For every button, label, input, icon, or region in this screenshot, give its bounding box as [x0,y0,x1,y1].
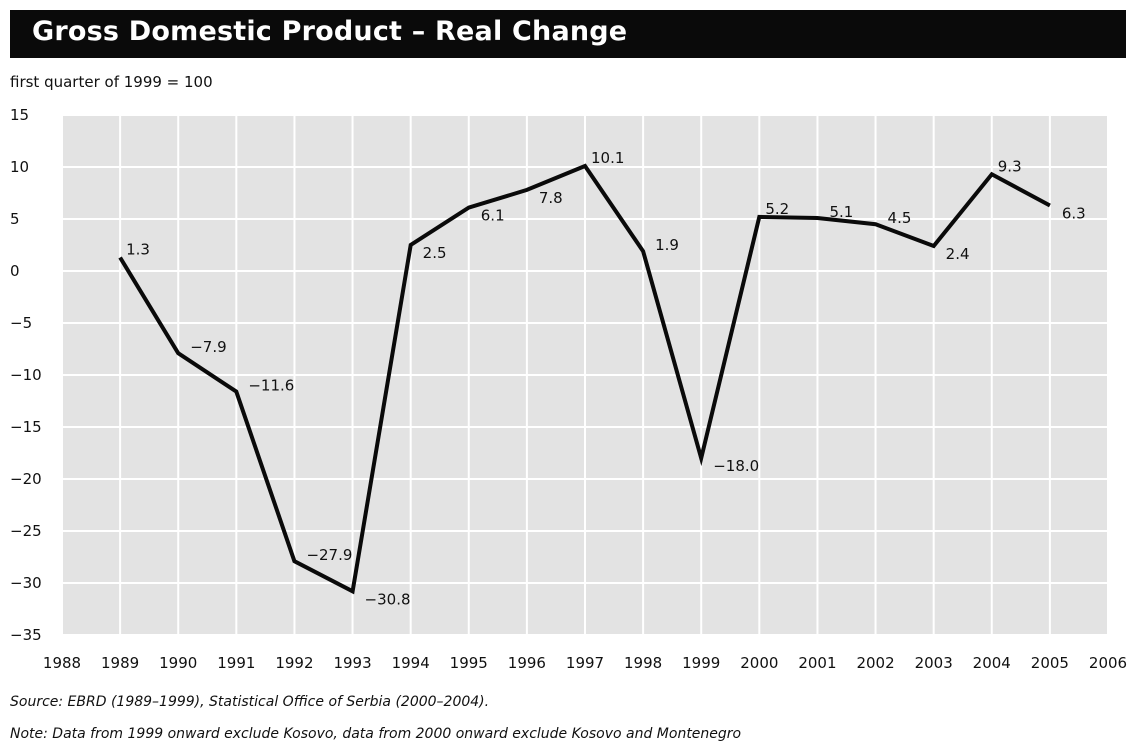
x-tick-label: 2006 [1089,654,1127,672]
data-label: 1.9 [655,236,679,254]
footnote: Note: Data from 1999 onward exclude Koso… [10,726,742,742]
data-label: 7.8 [539,189,563,207]
data-label: 5.1 [829,203,853,221]
data-label: −11.6 [248,377,294,395]
x-tick-label: 1989 [101,654,139,672]
x-tick-label: 1992 [275,654,313,672]
x-tick-label: 1996 [508,654,546,672]
x-tick-label: 1999 [682,654,720,672]
x-axis-ticks: 1988 1989 1990 1991 1992 1993 1994 1995 1996 1997… [43,654,1127,672]
data-label: −30.8 [365,590,411,608]
y-tick-label: 10 [10,158,29,176]
y-tick-label: −35 [10,626,42,644]
y-tick-label: −20 [10,470,42,488]
gridlines [61,114,1109,636]
y-tick-label: −25 [10,522,42,540]
data-label: 6.1 [481,207,505,225]
x-tick-label: 2005 [1031,654,1069,672]
x-tick-label: 1993 [333,654,371,672]
data-label: 2.5 [423,244,447,262]
title-bar: Gross Domestic Product – Real Change [10,10,1126,58]
y-tick-label: −15 [10,418,42,436]
x-tick-label: 2000 [740,654,778,672]
data-label: −18.0 [713,457,759,475]
y-tick-label: 5 [10,210,20,228]
data-label: 4.5 [888,209,912,227]
x-tick-label: 1994 [392,654,430,672]
y-tick-label: 0 [10,262,20,280]
data-label: 1.3 [126,240,150,258]
x-tick-label: 1997 [566,654,604,672]
x-tick-label: 1991 [217,654,255,672]
x-tick-label: 1995 [450,654,488,672]
data-label: 9.3 [998,157,1022,175]
y-tick-label: −5 [10,314,32,332]
x-tick-label: 1988 [43,654,81,672]
x-tick-label: 2004 [973,654,1011,672]
chart-title: Gross Domestic Product – Real Change [32,16,628,47]
x-tick-label: 2002 [856,654,894,672]
data-label: 6.3 [1062,204,1086,222]
y-tick-label: 15 [10,106,29,124]
data-label: −7.9 [190,338,226,356]
data-labels: 1.3 −7.9 −11.6 −27.9 −30.8 2.5 6.1 7.8 10.1 1.9 −1… [126,149,1086,608]
x-tick-label: 1990 [159,654,197,672]
data-label: 2.4 [946,245,970,263]
x-tick-label: 1998 [624,654,662,672]
data-label: 5.2 [765,200,789,218]
source-note: Source: EBRD (1989–1999), Statistical Of… [10,694,490,710]
data-label: −27.9 [306,546,352,564]
y-tick-label: −10 [10,366,42,384]
x-tick-label: 2001 [798,654,836,672]
chart-subtitle: first quarter of 1999 = 100 [10,73,213,91]
y-axis-ticks: 15 10 5 0 −5 −10 −15 −20 −25 −30 −35 [10,106,42,644]
series-line [118,163,1051,595]
data-label: 10.1 [591,149,624,167]
y-tick-label: −30 [10,574,42,592]
x-tick-label: 2003 [915,654,953,672]
